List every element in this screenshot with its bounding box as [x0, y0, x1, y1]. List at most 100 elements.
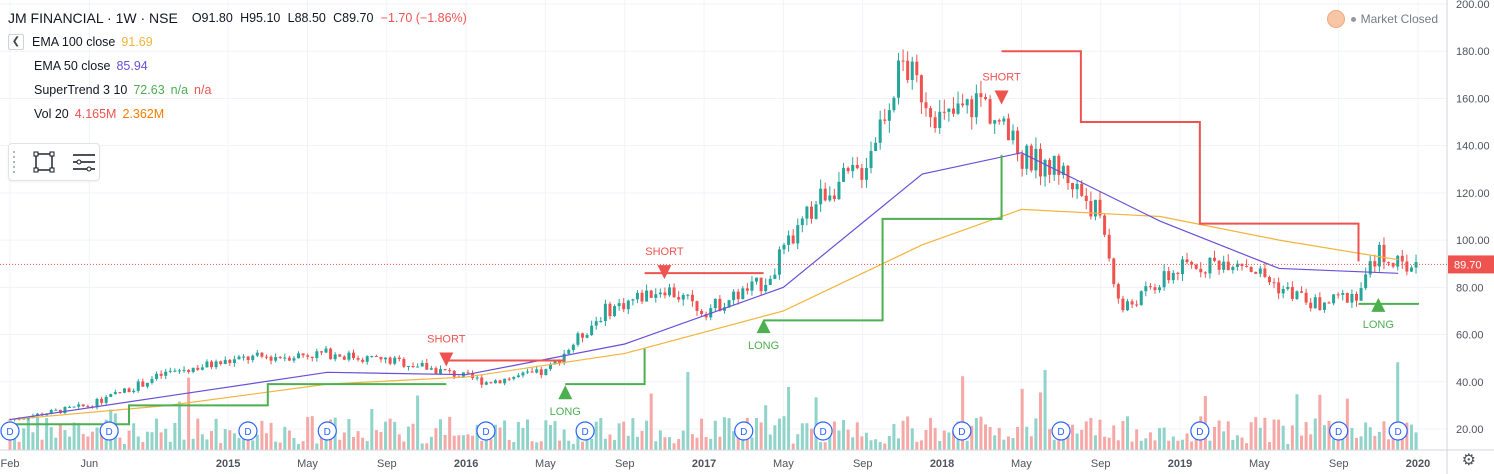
volume-bar: [892, 424, 896, 450]
volume-bar: [970, 425, 974, 450]
volume-bar: [164, 428, 168, 450]
candle-body: [1130, 301, 1134, 305]
volume-bar: [1185, 433, 1189, 450]
candle-body: [645, 290, 649, 302]
volume-bar: [553, 421, 557, 450]
candle-body: [1313, 297, 1317, 309]
volume-bar: [77, 423, 81, 450]
candle-body: [1341, 293, 1345, 295]
candle-body: [338, 354, 342, 357]
volume-bar: [274, 441, 278, 450]
indicator-ema50[interactable]: EMA 50 close 85.94: [34, 58, 148, 74]
candle-body: [173, 370, 177, 372]
volume-bar: [1089, 417, 1093, 450]
candle-body: [420, 362, 424, 367]
indicator-lines: [9, 50, 1419, 426]
candle-body: [1373, 261, 1377, 267]
volume-bar: [1098, 419, 1102, 450]
time-tick-label: May: [1011, 458, 1032, 470]
volume-bar: [558, 440, 562, 450]
price-tick-label: 200.00: [1456, 0, 1490, 11]
volume-bar: [1235, 435, 1239, 450]
volume-bar: [1125, 416, 1129, 450]
long-arrow-icon: [1371, 297, 1386, 312]
volume-bar: [196, 418, 200, 450]
volume-bar: [342, 432, 346, 450]
price-tick-label: 80.00: [1456, 282, 1484, 294]
candle-body: [205, 361, 209, 368]
rectangle-tool-icon[interactable]: [29, 147, 59, 177]
candle-body: [1167, 271, 1171, 281]
indicator-volume[interactable]: Vol 20 4.165M 2.362M: [34, 106, 164, 122]
volume-bar: [310, 416, 314, 450]
collapse-legend-icon[interactable]: ❮: [8, 34, 24, 50]
volume-bar: [1038, 392, 1042, 450]
candle-body: [182, 369, 186, 371]
candle-body: [329, 348, 333, 360]
candle-body: [1089, 201, 1093, 217]
volume-bar: [842, 420, 846, 450]
candle-body: [956, 103, 960, 114]
volume-bar: [700, 418, 704, 450]
ohlc-change: −1.70 (−1.86%): [380, 11, 467, 25]
volume-bar: [645, 420, 649, 450]
candle-body: [429, 368, 433, 370]
volume-bar: [777, 418, 781, 450]
signal-label: LONG: [748, 340, 779, 352]
volume-bar: [127, 430, 131, 450]
candle-body: [837, 181, 841, 200]
volume-bar: [1345, 398, 1349, 450]
volume-bar: [1112, 425, 1116, 450]
indicator-supertrend[interactable]: SuperTrend 3 10 72.63 n/a n/a: [34, 82, 211, 98]
candle-body: [122, 388, 126, 393]
volume-bar: [31, 432, 35, 450]
candle-body: [1080, 183, 1084, 196]
candle-body: [530, 371, 534, 373]
price-tick-label: 120.00: [1456, 188, 1490, 200]
volume-bar: [668, 437, 672, 450]
candle-body: [919, 75, 923, 103]
candle-body: [686, 294, 690, 296]
settings-gear-icon[interactable]: ⚙: [1461, 452, 1476, 469]
volume-bar: [416, 395, 420, 450]
candle-body: [159, 373, 163, 376]
volume-bar: [887, 436, 891, 450]
volume-bar: [63, 430, 67, 450]
candle-body: [548, 364, 552, 370]
volume-bar: [210, 431, 214, 450]
dividend-marker-label: D: [1335, 427, 1342, 438]
candle-body: [1135, 304, 1139, 306]
dividend-marker: [99, 421, 119, 441]
candle-body: [141, 381, 145, 387]
candle-body: [1304, 292, 1308, 303]
dividend-marker-label: D: [740, 427, 747, 438]
volume-bar: [1368, 427, 1372, 450]
candle-body: [127, 388, 131, 393]
volume-bar: [1034, 418, 1038, 450]
candle-body: [635, 292, 639, 300]
symbol-title[interactable]: JM FINANCIAL · 1W · NSE: [8, 10, 178, 26]
volume-bar: [319, 433, 323, 450]
volume-bar: [613, 440, 617, 450]
volume-bar: [915, 441, 919, 450]
volume-bar: [1350, 427, 1354, 450]
candle-body: [649, 290, 653, 298]
candle-body: [68, 406, 72, 408]
volume-bar: [242, 436, 246, 450]
volume-bar: [681, 430, 685, 450]
lines-settings-icon[interactable]: [69, 147, 99, 177]
volume-bar: [750, 437, 754, 450]
price-tick-label: 20.00: [1456, 424, 1484, 436]
candle-body: [1144, 286, 1148, 292]
candle-body: [214, 361, 218, 368]
candle-body: [901, 60, 905, 62]
indicator-ema100[interactable]: EMA 100 close 91.69: [32, 34, 153, 50]
volume-bar: [1254, 417, 1258, 450]
candle-body: [736, 291, 740, 300]
volume-bar: [951, 431, 955, 450]
drag-handle-icon[interactable]: [13, 151, 19, 173]
candle-body: [187, 369, 191, 372]
candle-body: [196, 367, 200, 370]
candle-body: [750, 281, 754, 291]
